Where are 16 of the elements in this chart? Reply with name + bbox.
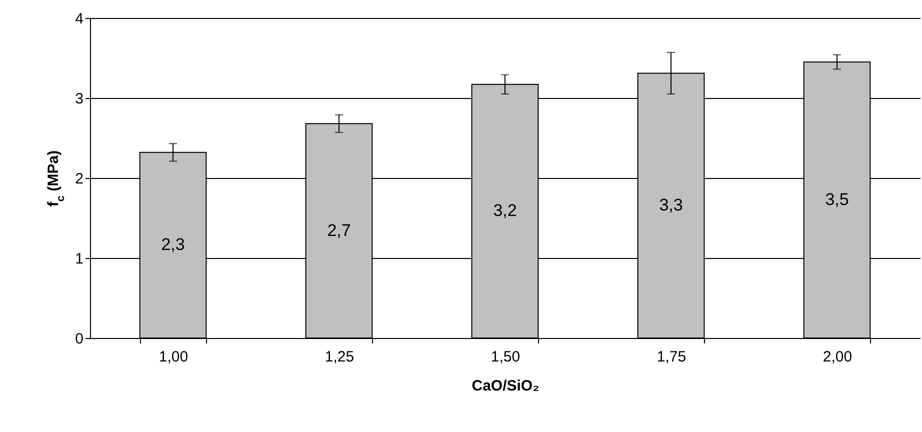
y-tick-label: 4: [75, 10, 84, 28]
data-label: 3,2: [493, 201, 517, 220]
x-tick-label: 1,00: [158, 348, 188, 366]
x-tick-label: 1,75: [656, 348, 686, 366]
x-axis-title: CaO/SiO₂: [472, 378, 540, 394]
data-label: 3,3: [659, 196, 683, 215]
y-tick-label: 2: [75, 170, 84, 188]
data-label: 2,3: [161, 235, 185, 254]
y-tick-label: 1: [75, 250, 84, 268]
x-tick-label: 2,00: [822, 348, 852, 366]
x-tick-label: 1,25: [324, 348, 354, 366]
y-tick-label: 0: [75, 330, 84, 348]
data-label: 2,7: [327, 220, 351, 240]
x-tick-label: 1,50: [490, 348, 520, 366]
y-tick-label: 3: [75, 90, 84, 108]
data-label: 3,5: [825, 190, 849, 209]
